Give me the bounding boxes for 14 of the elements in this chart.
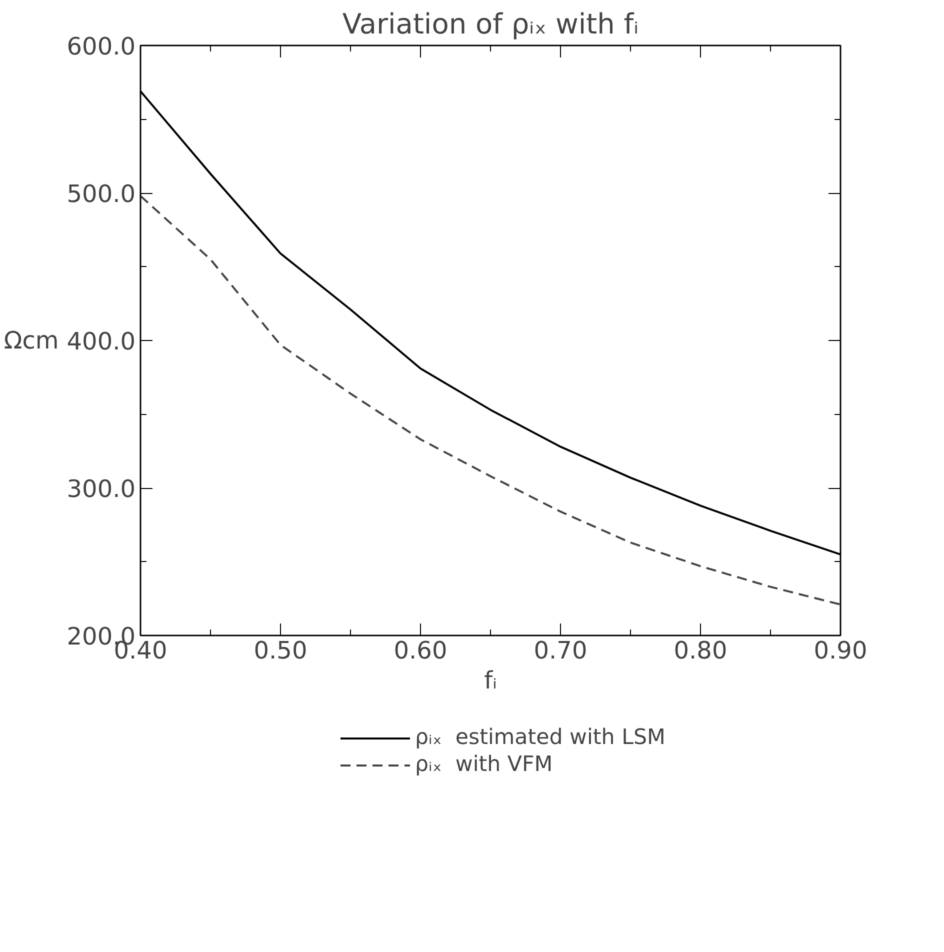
x-tick-label: 0.60 <box>394 636 448 664</box>
x-tick-label: 0.70 <box>534 636 588 664</box>
y-tick-label: 600.0 <box>66 32 136 60</box>
legend-label: ρᵢₓ with VFM <box>415 752 553 777</box>
y-tick-label: 500.0 <box>66 180 136 208</box>
x-tick-label: 0.50 <box>254 636 308 664</box>
x-tick-label: 0.80 <box>674 636 728 664</box>
x-axis-title: fᵢ <box>484 666 497 694</box>
y-axis-title: Ωcm <box>4 326 59 354</box>
legend-label: ρᵢₓ estimated with LSM <box>415 725 666 750</box>
y-tick-label: 400.0 <box>66 328 136 356</box>
chart-title: Variation of ρᵢₓ with fᵢ <box>342 8 639 40</box>
y-tick-label: 300.0 <box>66 475 136 503</box>
x-tick-label: 0.90 <box>814 636 868 664</box>
